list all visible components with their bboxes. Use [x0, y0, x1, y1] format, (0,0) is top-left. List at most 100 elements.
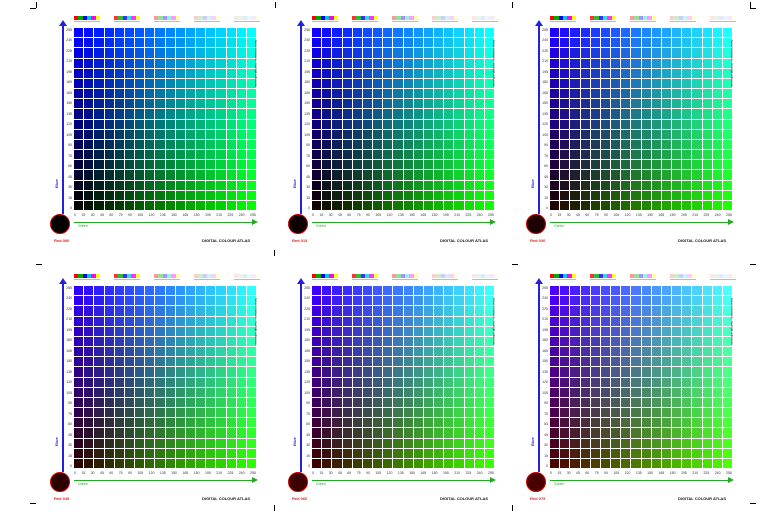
colour-cell — [464, 200, 474, 210]
colour-cell — [631, 296, 641, 306]
colour-cell — [682, 458, 692, 468]
crop-mark — [275, 2, 276, 8]
swatch-chip — [687, 274, 692, 278]
colour-cell — [580, 306, 590, 316]
colour-cell — [580, 428, 590, 438]
colour-cell — [185, 286, 195, 296]
colour-cell — [383, 28, 393, 38]
colour-cell — [322, 316, 332, 326]
colour-cell — [722, 28, 732, 38]
colour-cell — [362, 408, 372, 418]
colour-cell — [570, 190, 580, 200]
colour-cell — [383, 347, 393, 357]
colour-cell — [226, 296, 236, 306]
colour-cell — [560, 458, 570, 468]
colour-cell — [383, 58, 393, 68]
colour-cell — [423, 387, 433, 397]
tick-label: 135 — [635, 213, 642, 217]
colour-cell — [413, 48, 423, 58]
colour-cell — [434, 68, 444, 78]
colour-cell — [104, 438, 114, 448]
colour-cell — [104, 408, 114, 418]
colour-cell — [600, 428, 610, 438]
tick-label: 135 — [159, 213, 166, 217]
colour-cell — [226, 347, 236, 357]
swatch-chip — [607, 274, 612, 278]
colour-cell — [434, 326, 444, 336]
colour-cell — [444, 397, 454, 407]
colour-cell — [474, 180, 484, 190]
colour-cell — [611, 438, 621, 448]
colour-cell — [692, 357, 702, 367]
tick-label: 0 — [546, 463, 548, 468]
swatch-caption-line — [154, 279, 180, 280]
colour-cell — [413, 139, 423, 149]
colour-cell — [641, 357, 651, 367]
colour-cell — [104, 316, 114, 326]
colour-cell — [135, 160, 145, 170]
swatch-chip — [634, 274, 639, 278]
colour-cell — [590, 448, 600, 458]
colour-cell — [621, 109, 631, 119]
colour-cell — [550, 316, 560, 326]
colour-cell — [661, 418, 671, 428]
colour-cell — [196, 357, 206, 367]
colour-cell — [550, 48, 560, 58]
colour-cell — [155, 347, 165, 357]
colour-cell — [560, 448, 570, 458]
tick-label: 90 — [306, 401, 310, 406]
colour-cell — [342, 357, 352, 367]
colour-cell — [434, 200, 444, 210]
colour-cell — [570, 200, 580, 210]
colour-cell — [722, 119, 732, 129]
colour-cell — [332, 326, 342, 336]
colour-cell — [484, 28, 494, 38]
colour-cell — [413, 347, 423, 357]
colour-cell — [236, 119, 246, 129]
colour-cell — [550, 28, 560, 38]
colour-cell — [580, 418, 590, 428]
colour-cell — [216, 89, 226, 99]
colour-cell — [444, 347, 454, 357]
colour-cell — [692, 326, 702, 336]
colour-cell — [165, 286, 175, 296]
colour-cell — [74, 28, 84, 38]
colour-cell — [236, 139, 246, 149]
colour-cell — [611, 397, 621, 407]
colour-cell — [104, 357, 114, 367]
colour-cell — [454, 387, 464, 397]
colour-cell — [236, 286, 246, 296]
colour-cell — [383, 336, 393, 346]
colour-cell — [413, 119, 423, 129]
colour-grid — [312, 286, 494, 468]
colour-cell — [216, 170, 226, 180]
colour-cell — [651, 458, 661, 468]
colour-cell — [641, 408, 651, 418]
colour-cell — [682, 190, 692, 200]
colour-cell — [312, 316, 322, 326]
colour-cell — [185, 28, 195, 38]
colour-cell — [332, 306, 342, 316]
colour-cell — [352, 316, 362, 326]
colour-cell — [104, 448, 114, 458]
atlas-panel: 0 15 30 45 60 75 90 105 120 135 150 165 180 195 210 225… — [512, 16, 748, 256]
colour-cell — [332, 160, 342, 170]
colour-cell — [631, 367, 641, 377]
colour-cell — [570, 129, 580, 139]
colour-cell — [312, 347, 322, 357]
swatch-chip — [678, 274, 683, 278]
tick-label: 15 — [306, 453, 310, 458]
colour-cell — [600, 408, 610, 418]
colour-cell — [641, 99, 651, 109]
colour-cell — [114, 68, 124, 78]
colour-cell — [84, 377, 94, 387]
swatch-chip — [251, 16, 256, 20]
colour-cell — [702, 438, 712, 448]
colour-cell — [661, 296, 671, 306]
swatch-group — [194, 16, 220, 24]
colour-cell — [712, 286, 722, 296]
colour-cell — [216, 286, 226, 296]
colour-cell — [373, 336, 383, 346]
swatch-chip — [158, 16, 163, 20]
swatch-chip — [246, 274, 252, 278]
